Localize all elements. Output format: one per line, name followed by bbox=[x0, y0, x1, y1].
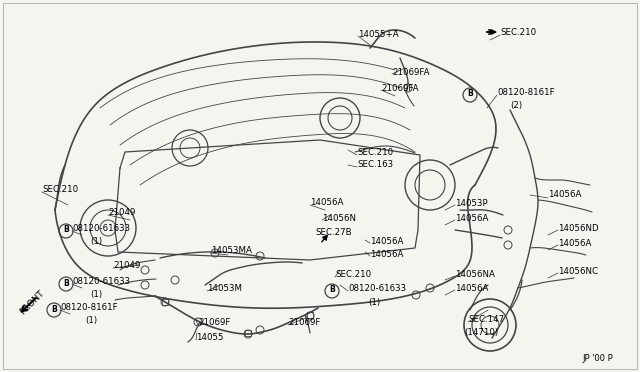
Text: (2): (2) bbox=[510, 101, 522, 110]
Text: (14710): (14710) bbox=[464, 328, 498, 337]
Text: SEC.27B: SEC.27B bbox=[315, 228, 351, 237]
Text: 14056NA: 14056NA bbox=[455, 270, 495, 279]
Text: 08120-8161F: 08120-8161F bbox=[497, 88, 555, 97]
Text: B: B bbox=[329, 285, 335, 295]
Bar bbox=[162, 299, 168, 305]
Text: SEC.210: SEC.210 bbox=[357, 148, 393, 157]
Text: 14056N: 14056N bbox=[322, 214, 356, 223]
Text: 21069F: 21069F bbox=[198, 318, 230, 327]
Text: (1): (1) bbox=[368, 298, 380, 307]
Text: B: B bbox=[63, 279, 69, 288]
Text: 08120-61633: 08120-61633 bbox=[72, 277, 130, 286]
Bar bbox=[307, 312, 313, 318]
Text: 14055: 14055 bbox=[196, 333, 223, 342]
Text: 21069FA: 21069FA bbox=[392, 68, 429, 77]
Text: 14053MA: 14053MA bbox=[211, 246, 252, 255]
Text: SEC.210: SEC.210 bbox=[500, 28, 536, 37]
Text: 14056NC: 14056NC bbox=[558, 267, 598, 276]
Text: SEC.163: SEC.163 bbox=[357, 160, 393, 169]
Text: SEC.147: SEC.147 bbox=[468, 315, 504, 324]
Text: (1): (1) bbox=[90, 237, 102, 246]
Text: 14055+A: 14055+A bbox=[358, 30, 399, 39]
Text: (1): (1) bbox=[90, 290, 102, 299]
Text: B: B bbox=[467, 90, 473, 99]
Text: 14053P: 14053P bbox=[455, 199, 488, 208]
Text: JP '00 P: JP '00 P bbox=[582, 354, 612, 363]
Text: 14056ND: 14056ND bbox=[558, 224, 598, 233]
Text: 14056A: 14056A bbox=[455, 284, 488, 293]
Text: 08120-61633: 08120-61633 bbox=[348, 284, 406, 293]
Text: 21049: 21049 bbox=[108, 208, 136, 217]
Text: 08120-8161F: 08120-8161F bbox=[60, 303, 118, 312]
Text: 21069F: 21069F bbox=[288, 318, 321, 327]
Text: 14056A: 14056A bbox=[310, 198, 344, 207]
Text: 14053M: 14053M bbox=[207, 284, 242, 293]
Text: B: B bbox=[63, 225, 69, 234]
Text: SEC.210: SEC.210 bbox=[42, 185, 78, 194]
Text: 14056A: 14056A bbox=[455, 214, 488, 223]
Text: 08120-61633: 08120-61633 bbox=[72, 224, 130, 233]
Text: 21069FA: 21069FA bbox=[381, 84, 419, 93]
Text: (1): (1) bbox=[85, 316, 97, 325]
Text: 14056A: 14056A bbox=[370, 237, 403, 246]
Text: B: B bbox=[51, 305, 57, 314]
Text: 21049: 21049 bbox=[113, 261, 140, 270]
Text: 14056A: 14056A bbox=[370, 250, 403, 259]
Text: 14056A: 14056A bbox=[548, 190, 581, 199]
Text: 14056A: 14056A bbox=[558, 239, 591, 248]
Text: FRONT: FRONT bbox=[18, 288, 46, 316]
Text: SEC.210: SEC.210 bbox=[335, 270, 371, 279]
Bar bbox=[245, 330, 251, 336]
